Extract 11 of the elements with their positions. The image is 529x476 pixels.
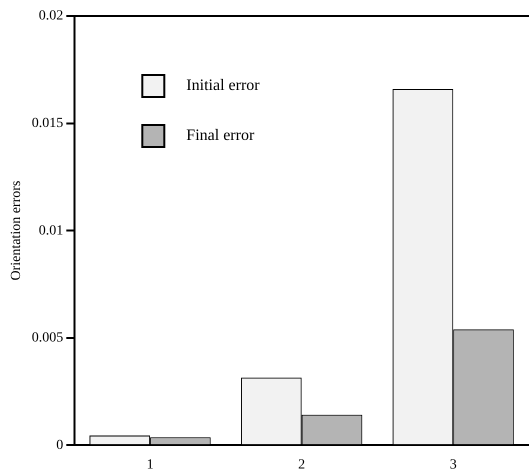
y-tick-label: 0.005: [32, 330, 64, 346]
legend-label: Final error: [186, 127, 255, 144]
y-axis-title: Orientation errors: [9, 180, 24, 281]
y-tick-label: 0: [56, 438, 64, 453]
y-tick-label: 0.015: [32, 116, 64, 131]
x-tick-label: 2: [298, 457, 306, 472]
legend-label: Initial error: [186, 77, 260, 94]
x-tick-label: 3: [450, 457, 457, 472]
x-tick-label: 1: [146, 457, 154, 472]
y-tick-label: 0.02: [38, 8, 64, 24]
y-tick-label: 0.01: [38, 223, 64, 238]
